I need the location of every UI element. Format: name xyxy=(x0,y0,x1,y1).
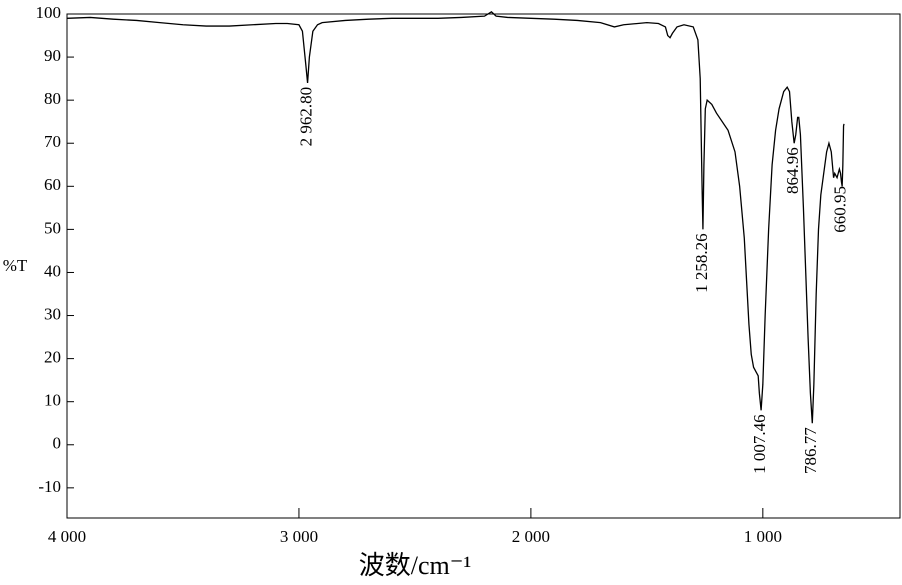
x-tick-label: 1 000 xyxy=(744,527,782,546)
peak-label: 864.96 xyxy=(783,147,802,194)
y-tick-label: 20 xyxy=(44,348,61,367)
peak-label: 2 962.80 xyxy=(296,87,315,147)
y-tick-label: 60 xyxy=(44,175,61,194)
y-tick-label: 30 xyxy=(44,304,61,323)
y-axis-label: %T xyxy=(3,256,28,275)
y-tick-label: 80 xyxy=(44,89,61,108)
x-tick-label: 4 000 xyxy=(48,527,86,546)
peak-label: 786.77 xyxy=(801,427,820,474)
y-tick-label: 50 xyxy=(44,218,61,237)
peak-label: 1 007.46 xyxy=(750,414,769,474)
peak-label: 660.95 xyxy=(830,186,849,233)
y-tick-label: 90 xyxy=(44,46,61,65)
peak-label: 1 258.26 xyxy=(692,233,711,293)
y-tick-label: 70 xyxy=(44,132,61,151)
spectrum-line xyxy=(66,11,845,424)
y-tick-label: 0 xyxy=(53,434,62,453)
y-tick-label: 40 xyxy=(44,261,61,280)
y-tick-label: 100 xyxy=(36,3,62,22)
x-tick-label: 3 000 xyxy=(280,527,318,546)
x-tick-label: 2 000 xyxy=(512,527,550,546)
x-axis-label: 波数/cm⁻¹ xyxy=(359,551,472,580)
y-tick-label: -10 xyxy=(38,477,61,496)
y-tick-label: 10 xyxy=(44,391,61,410)
plot-frame xyxy=(66,13,901,519)
